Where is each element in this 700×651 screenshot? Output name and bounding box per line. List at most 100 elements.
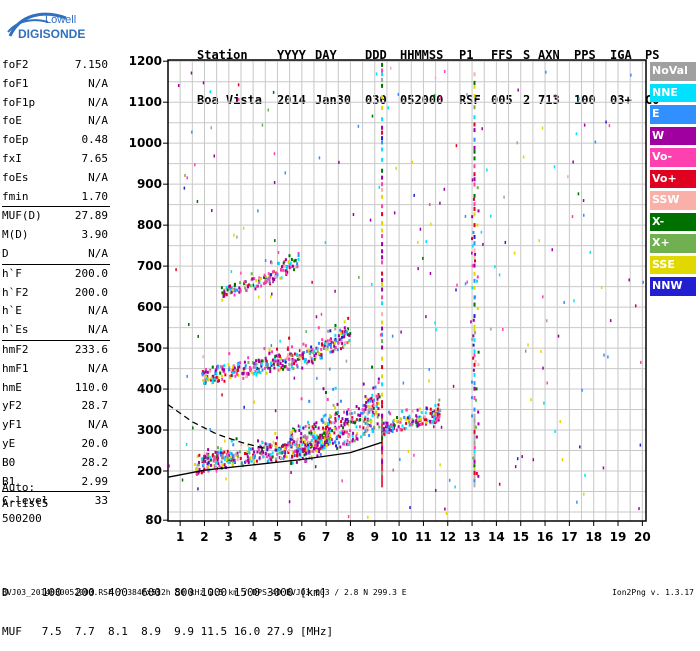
- noise-point: [486, 168, 488, 172]
- echo-point: [316, 440, 319, 444]
- echo-point: [273, 366, 276, 370]
- echo-point: [417, 423, 420, 427]
- echo-point: [238, 286, 241, 290]
- echo-point: [282, 457, 285, 461]
- x-tick-label: 18: [585, 530, 602, 544]
- echo-point: [339, 435, 342, 439]
- echo-point: [425, 421, 428, 425]
- echo-point: [213, 464, 216, 468]
- noise-point: [482, 242, 484, 246]
- echo-point: [214, 450, 217, 454]
- echo-point: [349, 412, 352, 416]
- echo-point: [213, 455, 216, 459]
- echo-point: [321, 445, 324, 449]
- echo-point: [201, 370, 204, 374]
- echo-point: [298, 450, 301, 454]
- echo-point: [289, 265, 292, 269]
- echo-point: [275, 448, 278, 452]
- echo-point: [319, 452, 322, 456]
- echo-point: [271, 459, 274, 463]
- echo-point: [316, 350, 319, 354]
- echo-point: [307, 359, 310, 363]
- echo-point: [405, 417, 408, 421]
- echo-point: [271, 451, 274, 455]
- echo-point: [248, 283, 251, 287]
- x-tick-label: 16: [537, 530, 554, 544]
- marker-echo: [381, 249, 384, 254]
- echo-point: [298, 425, 301, 429]
- echo-point: [307, 420, 310, 424]
- noise-point: [540, 349, 542, 353]
- echo-point: [320, 356, 323, 360]
- echo-point: [327, 418, 330, 422]
- echo-point: [312, 351, 315, 355]
- echo-point: [250, 459, 253, 463]
- noise-point: [439, 201, 441, 205]
- column-echo: [477, 209, 480, 213]
- noise-point: [417, 267, 419, 271]
- noise-point: [433, 425, 435, 429]
- echo-point: [346, 412, 349, 416]
- legend-item-nne: NNE: [650, 83, 696, 102]
- echo-point: [276, 275, 279, 279]
- echo-point: [341, 417, 344, 421]
- param-row: foE N/A: [2, 112, 110, 131]
- echo-point: [298, 452, 301, 456]
- header-labels-5: P1: [459, 48, 474, 62]
- param-value: 110.0: [74, 380, 108, 394]
- echo-point: [344, 417, 347, 421]
- echo-point: [256, 362, 259, 366]
- echo-point: [370, 396, 373, 400]
- echo-point: [281, 265, 284, 269]
- echo-point: [364, 421, 367, 425]
- echo-point: [437, 410, 440, 414]
- echo-point: [425, 418, 428, 422]
- echo-point: [221, 463, 224, 467]
- noise-point: [279, 339, 281, 343]
- echo-point: [321, 433, 324, 437]
- noise-point: [274, 409, 277, 413]
- echo-point: [263, 346, 266, 350]
- noise-point: [434, 76, 437, 80]
- echo-point: [331, 350, 334, 354]
- noise-point: [489, 214, 492, 218]
- echo-point: [335, 411, 338, 415]
- echo-point: [377, 377, 380, 381]
- echo-point: [390, 429, 393, 433]
- echo-point: [288, 448, 291, 452]
- marker-echo: [473, 263, 476, 268]
- column-echo: [476, 307, 479, 311]
- noise-point: [605, 120, 607, 124]
- echo-point: [378, 395, 381, 399]
- echo-point: [329, 346, 332, 350]
- marker-echo: [473, 285, 476, 290]
- echo-point: [224, 373, 227, 377]
- echo-point: [271, 277, 274, 281]
- echo-point: [327, 427, 330, 431]
- echo-point: [355, 405, 358, 409]
- echo-point: [243, 360, 246, 364]
- echo-point: [293, 449, 296, 453]
- echo-point: [285, 269, 288, 273]
- noise-point: [440, 425, 443, 429]
- param-value: 28.7: [81, 399, 109, 413]
- echo-point: [202, 459, 205, 463]
- echo-point: [250, 371, 253, 375]
- echo-point: [252, 365, 255, 369]
- param-value: 200.0: [74, 285, 108, 299]
- echo-point: [378, 425, 381, 429]
- echo-point: [219, 364, 222, 368]
- param-value: 27.89: [74, 209, 108, 223]
- echo-point: [205, 452, 208, 456]
- echo-point: [344, 420, 347, 424]
- noise-point: [428, 367, 430, 371]
- echo-point: [283, 449, 286, 453]
- echo-point: [302, 426, 305, 430]
- echo-point: [352, 431, 355, 435]
- noise-point: [542, 295, 544, 299]
- noise-point: [272, 280, 274, 284]
- echo-point: [367, 398, 370, 402]
- noise-point: [443, 187, 446, 191]
- echo-point: [340, 420, 343, 424]
- echo-point: [247, 371, 250, 375]
